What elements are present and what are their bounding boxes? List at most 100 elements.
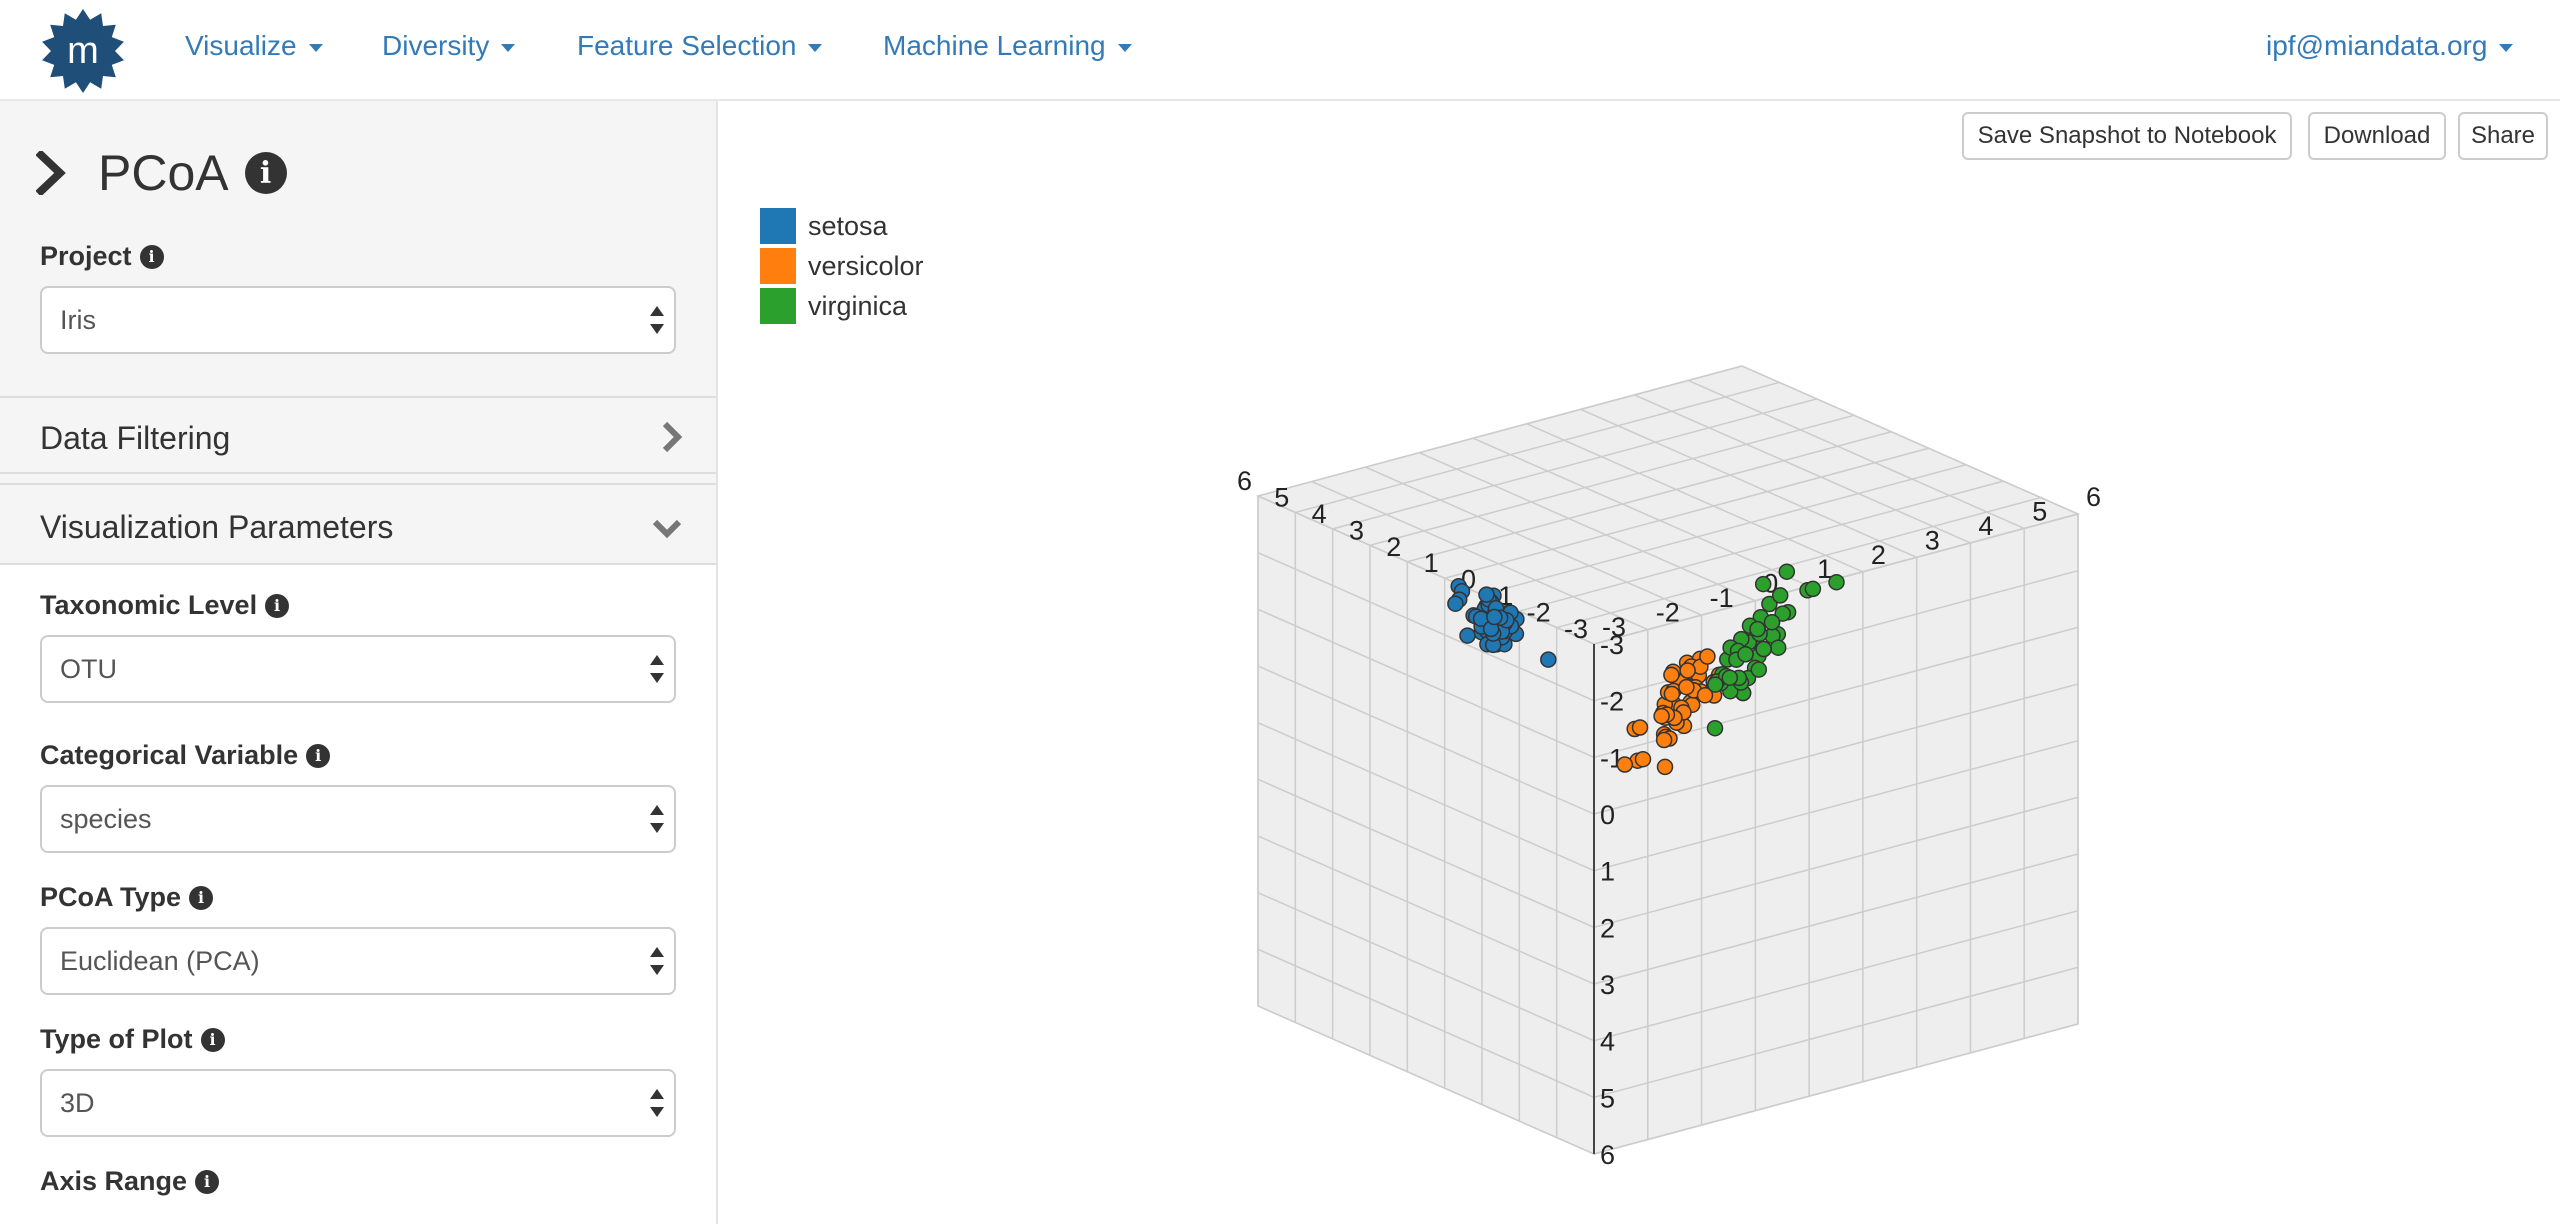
point-versicolor	[1655, 731, 1673, 749]
nav-feature-selection-label: Feature Selection	[577, 30, 797, 61]
point-versicolor	[1699, 648, 1716, 665]
grid-line	[1593, 966, 2079, 1099]
chevron-down-icon	[308, 43, 323, 52]
tick-label: 5	[2032, 496, 2047, 526]
grid-line	[1472, 437, 1810, 587]
grid-line	[1444, 447, 1929, 579]
tick-label: 3	[1925, 525, 1940, 555]
legend-item-virginica[interactable]: virginica	[760, 286, 924, 326]
page-title: PCoA	[98, 145, 229, 201]
select-arrows-icon	[650, 1089, 664, 1119]
point-virginica	[1778, 563, 1796, 580]
taxonomic-level-select[interactable]: OTU	[40, 635, 676, 703]
nav-visualize-label: Visualize	[185, 30, 297, 61]
axis-range-label: Axis Range i	[40, 1166, 220, 1197]
plot-type-select[interactable]: 3D	[40, 1069, 676, 1137]
tick-label: 3	[1600, 970, 1615, 1000]
data-filtering-panel[interactable]: Data Filtering	[0, 396, 716, 474]
point-versicolor	[1663, 666, 1680, 684]
point-virginica	[1737, 645, 1754, 663]
point-virginica	[1761, 595, 1778, 613]
point-setosa	[1540, 651, 1557, 668]
visualization-parameters-title: Visualization Parameters	[40, 509, 394, 545]
nav-diversity-label: Diversity	[382, 30, 490, 61]
grid-line	[1593, 909, 2079, 1042]
tick-label: 3	[1349, 515, 1364, 545]
nav-visualize[interactable]: Visualize	[185, 30, 323, 62]
grid-line	[1257, 1005, 1595, 1155]
select-arrows-icon	[650, 306, 664, 336]
mian-logo-icon[interactable]: m	[40, 8, 126, 94]
tick-label: 1	[1600, 857, 1615, 887]
point-virginica	[1804, 580, 1822, 598]
tick-label: 4	[1978, 511, 1993, 541]
point-virginica	[1771, 587, 1789, 604]
grid-line	[1369, 414, 1855, 547]
legend-swatch	[760, 208, 796, 244]
plot-points	[1447, 563, 1845, 776]
nav-diversity[interactable]: Diversity	[382, 30, 516, 62]
categorical-variable-value: species	[60, 803, 152, 834]
legend-swatch	[760, 288, 796, 324]
user-email: ipf@miandata.org	[2266, 30, 2488, 61]
point-setosa	[1478, 586, 1495, 603]
legend-item-setosa[interactable]: setosa	[760, 206, 924, 246]
share-button[interactable]: Share	[2458, 112, 2548, 160]
tick-label: -2	[1527, 598, 1551, 628]
grid-line	[1593, 683, 2079, 815]
project-select[interactable]: Iris	[40, 286, 676, 354]
tick-label: -2	[1656, 598, 1680, 628]
grid-line	[1311, 480, 1649, 631]
point-versicolor	[1616, 756, 1634, 773]
grid-line	[1257, 608, 1595, 759]
info-icon[interactable]: i	[200, 1027, 225, 1052]
info-icon[interactable]: i	[306, 743, 331, 768]
select-arrows-icon	[650, 805, 664, 835]
tick-label: 2	[1386, 532, 1401, 562]
tick-label: -3	[1600, 630, 1624, 660]
point-virginica	[1707, 676, 1724, 693]
tick-label: 2	[1600, 913, 1615, 943]
info-icon[interactable]: i	[195, 1169, 220, 1194]
point-versicolor	[1678, 678, 1695, 696]
grid-line	[1481, 463, 1967, 596]
page-header: PCoA i	[36, 141, 287, 205]
tick-label: -3	[1602, 612, 1626, 642]
nav-machine-learning[interactable]: Machine Learning	[883, 30, 1132, 62]
point-versicolor	[1653, 707, 1670, 725]
pcoa-type-label: PCoA Type i	[40, 882, 214, 913]
info-icon[interactable]: i	[189, 885, 214, 910]
grid-line	[1407, 431, 1892, 563]
grid-line	[1257, 835, 1595, 985]
categorical-variable-select[interactable]: species	[40, 785, 676, 853]
legend-item-versicolor[interactable]: versicolor	[760, 246, 924, 286]
point-versicolor	[1696, 687, 1714, 704]
legend-label: setosa	[808, 210, 888, 241]
point-virginica	[1750, 661, 1768, 678]
user-menu[interactable]: ipf@miandata.org	[2266, 30, 2514, 62]
nav-machine-learning-label: Machine Learning	[883, 30, 1106, 61]
save-snapshot-button[interactable]: Save Snapshot to Notebook	[1962, 112, 2292, 160]
info-icon[interactable]: i	[265, 593, 290, 618]
point-setosa	[1486, 608, 1503, 626]
grid-line	[1257, 495, 1595, 645]
nav-feature-selection[interactable]: Feature Selection	[577, 30, 823, 62]
chevron-right-icon[interactable]	[36, 151, 66, 195]
point-setosa	[1459, 627, 1476, 644]
info-icon[interactable]: i	[139, 244, 164, 269]
legend-label: versicolor	[808, 250, 924, 281]
info-icon[interactable]: i	[244, 152, 287, 194]
grid-line	[1257, 365, 1743, 497]
point-virginica	[1828, 573, 1845, 591]
pcoa-type-select[interactable]: Euclidean (PCA)	[40, 927, 676, 995]
categorical-variable-label: Categorical Variable i	[40, 740, 331, 771]
grid-line	[1593, 739, 2079, 872]
grid-line	[1556, 496, 2041, 629]
download-button[interactable]: Download	[2308, 112, 2446, 160]
point-versicolor	[1663, 685, 1681, 703]
project-label: Project i	[40, 241, 164, 272]
grid-line	[1295, 381, 1780, 514]
taxonomic-level-label: Taxonomic Level i	[40, 590, 290, 621]
grid-line	[1593, 1023, 2079, 1155]
